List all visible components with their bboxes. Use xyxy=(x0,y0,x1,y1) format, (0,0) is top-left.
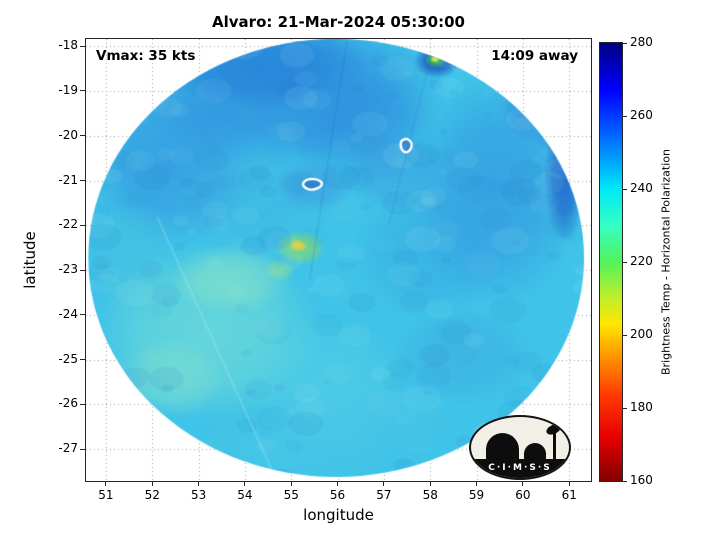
antenna-tower-icon xyxy=(553,432,556,461)
y-tick-label: -23 xyxy=(58,262,78,277)
x-tick-label: 54 xyxy=(237,488,253,502)
y-tick-label: -25 xyxy=(58,351,78,366)
y-tick-label: -21 xyxy=(58,172,78,187)
y-tick-mark xyxy=(80,448,85,450)
y-tick-mark xyxy=(80,403,85,405)
colorbar-tick-mark xyxy=(623,480,627,482)
colorbar-tick-label: 220 xyxy=(630,254,653,268)
y-tick-mark xyxy=(80,135,85,137)
y-tick-label: -27 xyxy=(58,441,78,456)
x-tick-mark xyxy=(151,481,153,486)
cimss-logo-text: C·I·M·S·S xyxy=(471,459,569,478)
x-tick-mark xyxy=(522,481,524,486)
colorbar-tick-label: 260 xyxy=(630,108,653,122)
y-tick-mark xyxy=(80,90,85,92)
vmax-annotation: Vmax: 35 kts xyxy=(96,48,196,64)
x-tick-label: 61 xyxy=(561,488,577,502)
x-tick-mark xyxy=(337,481,339,486)
colorbar-tick-mark xyxy=(623,261,627,263)
x-tick-label: 51 xyxy=(98,488,114,502)
y-tick-mark xyxy=(80,45,85,47)
y-tick-label: -19 xyxy=(58,82,78,97)
y-tick-label: -24 xyxy=(58,306,78,321)
colorbar-tick-label: 160 xyxy=(630,473,653,487)
x-tick-label: 52 xyxy=(144,488,160,502)
y-tick-mark xyxy=(80,180,85,181)
x-tick-mark xyxy=(476,481,478,486)
colorbar-tick-mark xyxy=(623,42,627,44)
colorbar-tick-mark xyxy=(623,188,627,190)
x-tick-mark xyxy=(429,481,431,486)
plot-title: Alvaro: 21-Mar-2024 05:30:00 xyxy=(212,13,465,31)
x-tick-label: 55 xyxy=(283,488,299,502)
y-axis-label: latitude xyxy=(21,231,39,289)
x-tick-label: 60 xyxy=(515,488,531,502)
y-tick-mark xyxy=(80,269,85,271)
satellite-swath-canvas xyxy=(86,39,591,481)
colorbar-gradient xyxy=(600,43,622,481)
colorbar xyxy=(599,42,623,482)
y-tick-mark xyxy=(80,314,85,316)
x-tick-label: 57 xyxy=(376,488,392,502)
time-offset-annotation: 14:09 away xyxy=(491,48,578,64)
x-tick-label: 59 xyxy=(468,488,485,502)
x-tick-mark xyxy=(290,481,292,486)
y-tick-label: -20 xyxy=(58,127,78,142)
y-tick-label: -22 xyxy=(58,217,78,232)
y-tick-label: -18 xyxy=(58,38,78,53)
colorbar-tick-label: 180 xyxy=(630,400,653,414)
x-tick-mark xyxy=(105,481,107,486)
colorbar-tick-label: 280 xyxy=(630,35,653,49)
colorbar-tick-label: 240 xyxy=(630,181,653,195)
x-tick-mark xyxy=(568,481,570,486)
observatory-dome-small-icon xyxy=(524,443,546,461)
y-tick-mark xyxy=(80,224,85,226)
y-tick-label: -26 xyxy=(58,396,78,411)
x-axis-label: longitude xyxy=(303,506,374,524)
cimss-logo: C·I·M·S·S xyxy=(469,415,571,480)
x-tick-label: 53 xyxy=(190,488,207,502)
x-tick-mark xyxy=(244,481,246,486)
x-tick-mark xyxy=(383,481,385,486)
colorbar-tick-mark xyxy=(623,334,627,336)
plot-area: Vmax: 35 kts 14:09 away C·I·M·S·S xyxy=(85,38,592,482)
observatory-dome-large-icon xyxy=(486,433,519,461)
colorbar-tick-mark xyxy=(623,407,627,409)
colorbar-tick-mark xyxy=(623,115,627,117)
x-tick-mark xyxy=(198,481,200,486)
y-tick-mark xyxy=(80,359,85,361)
colorbar-tick-label: 200 xyxy=(630,327,653,341)
x-tick-label: 56 xyxy=(329,488,346,502)
x-tick-label: 58 xyxy=(422,488,438,502)
